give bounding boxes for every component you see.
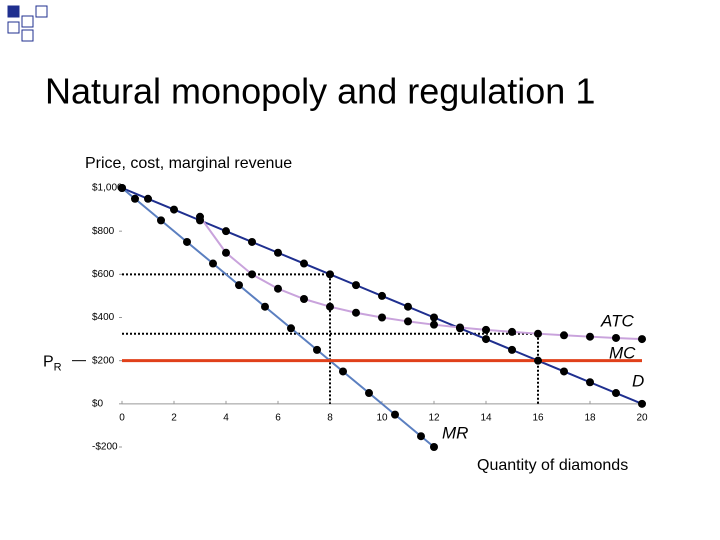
data-point	[222, 227, 230, 236]
x-tick-label: 4	[223, 412, 229, 423]
data-point	[209, 259, 217, 268]
x-tick-label: 20	[636, 412, 648, 423]
data-point	[144, 194, 152, 203]
data-point	[508, 327, 516, 336]
data-point	[638, 335, 646, 344]
data-point	[482, 335, 490, 344]
data-point	[183, 237, 191, 246]
x-tick-label: 8	[327, 412, 333, 423]
data-point	[248, 237, 256, 246]
data-point	[534, 356, 542, 365]
data-point	[560, 331, 568, 340]
series-label: ATC	[600, 311, 634, 330]
data-point	[248, 270, 256, 279]
data-point	[378, 291, 386, 300]
data-point	[352, 308, 360, 317]
data-point	[430, 313, 438, 322]
deco-square	[7, 5, 20, 18]
y-tick-label: $0	[92, 398, 104, 409]
data-point	[261, 302, 269, 311]
decoration	[7, 5, 48, 42]
annotation-subscript: R	[54, 362, 62, 374]
y-axis-title: Price, cost, marginal revenue	[85, 155, 292, 172]
data-point	[300, 259, 308, 268]
data-point	[391, 410, 399, 419]
series-label: MR	[442, 423, 468, 442]
data-point	[313, 345, 321, 354]
data-point	[430, 443, 438, 451]
data-point	[404, 317, 412, 326]
data-point	[326, 270, 334, 279]
data-point	[586, 378, 594, 387]
y-tick-label: -$200	[92, 442, 118, 453]
data-point	[157, 216, 165, 225]
series-label: MC	[609, 343, 636, 362]
y-tick-label: $400	[92, 312, 115, 323]
plot: $1,000 $800 $600 $400 $200 $0 -$200 0 2 4 6 8 10 12 14…	[43, 183, 648, 453]
x-tick-label: 10	[376, 412, 388, 423]
data-point	[430, 320, 438, 329]
data-point	[612, 389, 620, 398]
data-point	[404, 302, 412, 311]
data-point	[339, 367, 347, 376]
data-point	[274, 284, 282, 293]
deco-square	[7, 21, 20, 34]
data-point	[326, 302, 334, 311]
data-point	[274, 248, 282, 257]
regulated-price-label: PR	[43, 354, 62, 374]
y-tick-label: $600	[92, 269, 115, 280]
data-point	[131, 194, 139, 203]
x-tick-label: 2	[171, 412, 177, 423]
data-point	[638, 399, 646, 408]
slide-title: Natural monopoly and regulation 1	[45, 71, 595, 112]
y-tick-label: $800	[92, 226, 115, 237]
data-point	[352, 281, 360, 290]
data-point	[365, 389, 373, 398]
deco-square	[21, 15, 34, 28]
data-point	[378, 313, 386, 322]
deco-square	[21, 29, 34, 42]
data-point	[118, 184, 126, 192]
series-line	[121, 187, 435, 448]
data-point	[196, 212, 204, 221]
data-point	[456, 323, 464, 332]
series-label: D	[632, 371, 644, 390]
x-axis-title: Quantity of diamonds	[477, 457, 628, 474]
annotation-text: P	[43, 354, 54, 371]
x-tick-label: 12	[428, 412, 440, 423]
data-point	[534, 329, 542, 338]
series-line	[199, 216, 643, 341]
data-point	[235, 281, 243, 290]
deco-square	[35, 5, 48, 18]
data-point	[612, 333, 620, 342]
x-tick-label: 18	[584, 412, 596, 423]
y-tick-label: $1,000	[92, 183, 123, 194]
x-tick-label: 16	[532, 412, 544, 423]
data-point	[417, 432, 425, 441]
data-point	[170, 205, 178, 214]
x-tick-label: 0	[119, 412, 125, 423]
data-point	[586, 332, 594, 341]
data-point	[508, 345, 516, 354]
data-point	[300, 295, 308, 304]
data-point	[222, 248, 230, 257]
data-point	[560, 367, 568, 376]
data-point	[482, 325, 490, 334]
x-tick-label: 14	[480, 412, 492, 423]
y-tick-label: $200	[92, 355, 115, 366]
x-tick-label: 6	[275, 412, 281, 423]
data-point	[287, 324, 295, 333]
